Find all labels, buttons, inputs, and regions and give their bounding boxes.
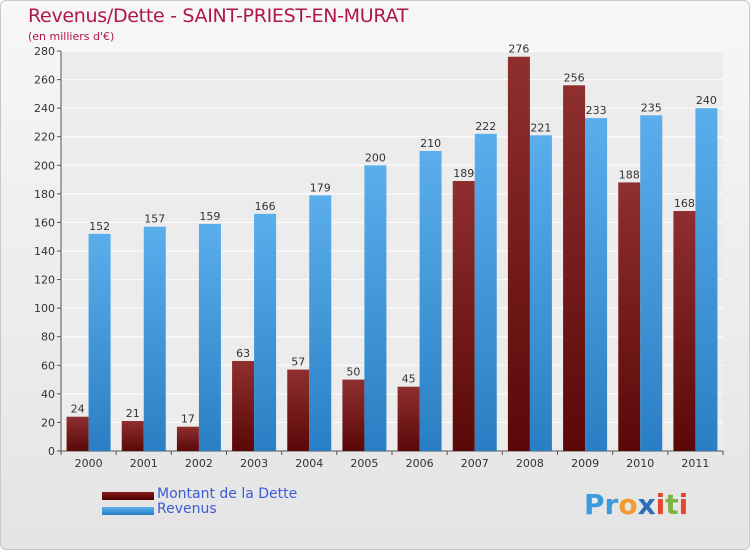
y-tick-label: 260 — [34, 74, 55, 87]
bar-dette — [673, 211, 696, 451]
y-tick-label: 180 — [34, 188, 55, 201]
data-label-dette: 17 — [181, 413, 195, 426]
x-tick-label: 2008 — [516, 457, 544, 470]
axis-layer: 0 20 40 60 80 100 120 140 160 180 200 220 240 260 280 2… — [34, 45, 724, 470]
bar-revenus — [474, 133, 497, 451]
x-tick-label: 2010 — [626, 457, 654, 470]
data-label-dette: 256 — [564, 71, 585, 84]
y-tick-label: 100 — [34, 302, 55, 315]
logo-letter: t — [665, 488, 679, 521]
data-label-revenus: 179 — [310, 181, 331, 194]
legend-label-revenus: Revenus — [157, 501, 217, 517]
y-tick-label: 220 — [34, 131, 55, 144]
legend-swatch-dette — [102, 492, 154, 500]
bar-dette — [563, 85, 586, 452]
data-label-revenus: 159 — [199, 210, 220, 223]
proxiti-logo: Proxiti — [584, 488, 688, 521]
bar-revenus — [198, 223, 221, 451]
bar-layer — [66, 56, 718, 452]
data-label-revenus: 157 — [144, 213, 165, 226]
y-tick-label: 160 — [34, 216, 55, 229]
data-label-dette: 188 — [619, 168, 640, 181]
x-tick-label: 2003 — [240, 457, 268, 470]
data-label-dette: 50 — [346, 366, 360, 379]
data-label-dette: 168 — [674, 197, 695, 210]
bar-revenus — [529, 135, 552, 452]
logo-letter: i — [678, 488, 689, 521]
x-tick-label: 2006 — [406, 457, 434, 470]
y-tick-label: 60 — [41, 359, 55, 372]
data-label-dette: 276 — [508, 43, 529, 56]
y-tick-label: 40 — [41, 388, 55, 401]
label-layer: 24 152 21 157 17 159 63 166 57 179 50 200 45 210 189 22… — [71, 43, 717, 426]
bar-revenus — [695, 108, 718, 452]
x-tick-label: 2002 — [185, 457, 213, 470]
bar-dette — [287, 369, 310, 451]
data-label-revenus: 210 — [420, 137, 441, 150]
bar-dette — [397, 386, 420, 451]
x-tick-label: 2007 — [461, 457, 489, 470]
x-tick-label: 2000 — [75, 457, 103, 470]
x-tick-label: 2005 — [350, 457, 378, 470]
data-label-dette: 24 — [71, 403, 85, 416]
x-tick-label: 2001 — [130, 457, 158, 470]
y-tick-label: 240 — [34, 102, 55, 115]
bar-revenus — [143, 226, 166, 451]
bar-revenus — [585, 118, 608, 452]
bar-dette — [618, 182, 641, 451]
data-label-revenus: 221 — [530, 121, 551, 134]
data-label-revenus: 233 — [586, 104, 607, 117]
data-label-dette: 63 — [236, 347, 250, 360]
logo-letter: x — [637, 488, 656, 521]
data-label-dette: 189 — [453, 167, 474, 180]
data-label-dette: 21 — [126, 407, 140, 420]
bar-dette — [66, 416, 89, 451]
bar-dette — [507, 56, 530, 451]
x-tick-label: 2009 — [571, 457, 599, 470]
bar-dette — [232, 361, 255, 451]
x-tick-label: 2011 — [681, 457, 709, 470]
data-label-revenus: 200 — [365, 151, 386, 164]
bar-revenus — [419, 151, 442, 451]
data-label-dette: 45 — [402, 373, 416, 386]
chart-subtitle: (en milliers d'€) — [28, 30, 115, 43]
legend-label-dette: Montant de la Dette — [157, 486, 298, 502]
bar-revenus — [88, 233, 111, 451]
bar-revenus — [309, 195, 332, 451]
y-tick-label: 280 — [34, 45, 55, 58]
y-tick-label: 140 — [34, 245, 55, 258]
data-label-revenus: 152 — [89, 220, 110, 233]
logo-letter: P — [584, 488, 605, 521]
data-label-revenus: 235 — [641, 101, 662, 114]
legend-swatch-revenus — [102, 507, 154, 515]
bar-dette — [176, 426, 199, 451]
bar-revenus — [640, 115, 663, 452]
bar-dette — [121, 421, 144, 451]
y-tick-label: 20 — [41, 416, 55, 429]
logo-letter: o — [618, 488, 638, 521]
data-label-revenus: 166 — [255, 200, 276, 213]
y-tick-label: 0 — [48, 445, 55, 458]
logo-letter: r — [604, 488, 619, 521]
x-tick-label: 2004 — [295, 457, 323, 470]
bar-dette — [452, 181, 475, 451]
y-tick-label: 200 — [34, 159, 55, 172]
y-tick-label: 80 — [41, 331, 55, 344]
y-tick-label: 120 — [34, 274, 55, 287]
grid-layer — [61, 50, 723, 452]
data-label-revenus: 222 — [475, 120, 496, 133]
data-label-dette: 57 — [291, 356, 305, 369]
bar-revenus — [254, 213, 277, 451]
data-label-revenus: 240 — [696, 94, 717, 107]
bar-dette — [342, 379, 365, 451]
logo-letter: i — [655, 488, 666, 521]
chart-title: Revenus/Dette - SAINT-PRIEST-EN-MURAT — [28, 5, 409, 27]
bar-revenus — [364, 165, 387, 452]
